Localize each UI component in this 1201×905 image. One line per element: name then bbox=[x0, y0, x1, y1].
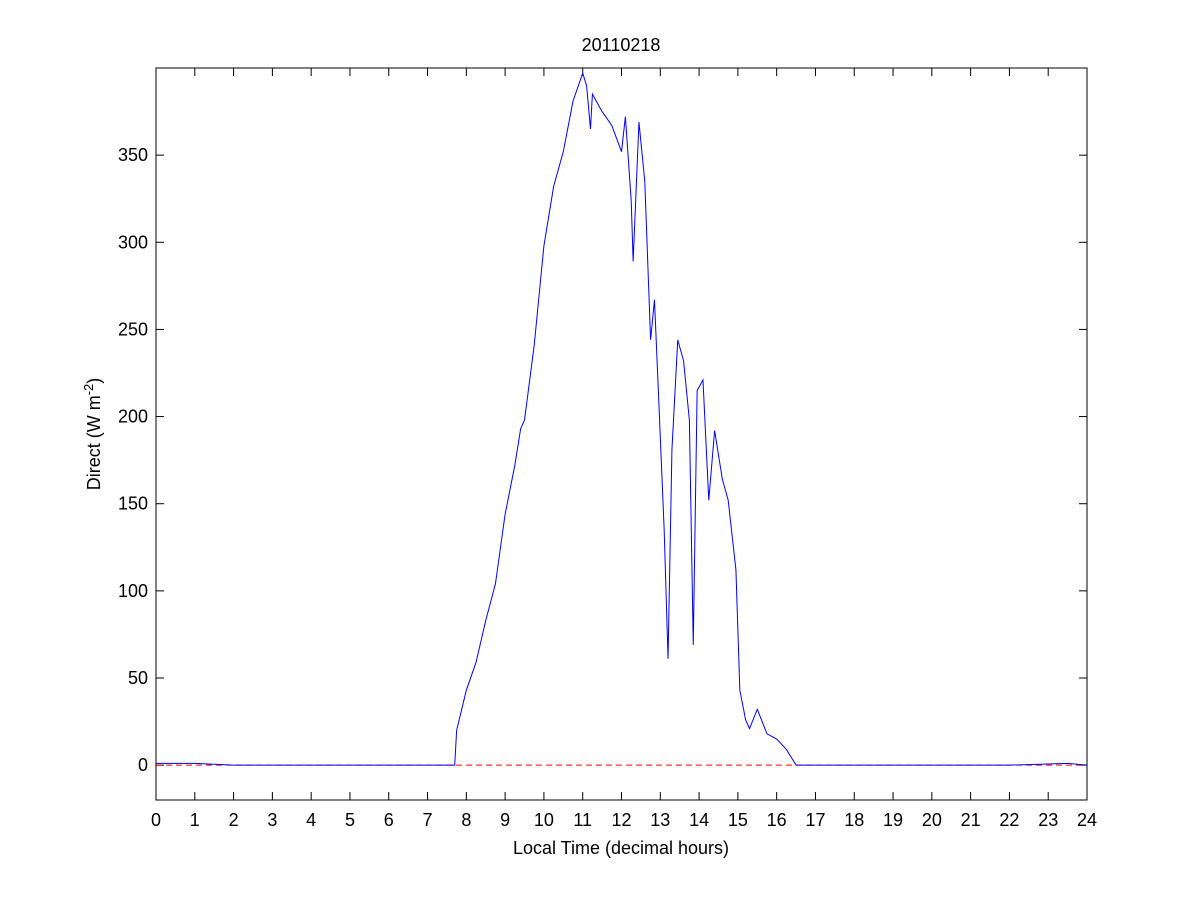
y-axis-label: Direct (W m-2) bbox=[81, 378, 104, 491]
y-tick-label: 100 bbox=[118, 581, 148, 601]
x-tick-label: 23 bbox=[1038, 810, 1058, 830]
y-tick-label: 50 bbox=[128, 668, 148, 688]
x-tick-label: 18 bbox=[844, 810, 864, 830]
x-tick-label: 12 bbox=[611, 810, 631, 830]
x-tick-label: 10 bbox=[534, 810, 554, 830]
axes-box bbox=[155, 67, 1088, 801]
x-tick-label: 2 bbox=[229, 810, 239, 830]
x-tick-label: 24 bbox=[1077, 810, 1097, 830]
x-tick-label: 7 bbox=[423, 810, 433, 830]
x-tick-label: 20 bbox=[922, 810, 942, 830]
chart-title: 20110218 bbox=[582, 35, 661, 55]
x-tick-label: 5 bbox=[345, 810, 355, 830]
x-tick-label: 0 bbox=[151, 810, 161, 830]
x-tick-label: 6 bbox=[384, 810, 394, 830]
x-tick-label: 19 bbox=[883, 810, 903, 830]
x-tick-label: 14 bbox=[689, 810, 709, 830]
y-tick-label: 150 bbox=[118, 494, 148, 514]
x-tick-label: 1 bbox=[190, 810, 200, 830]
x-tick-label: 9 bbox=[500, 810, 510, 830]
x-axis-label: Local Time (decimal hours) bbox=[513, 838, 729, 858]
y-label-end: ) bbox=[84, 378, 104, 384]
x-tick-label: 15 bbox=[728, 810, 748, 830]
x-tick-label: 4 bbox=[306, 810, 316, 830]
x-tick-label: 21 bbox=[961, 810, 981, 830]
x-tick-label: 17 bbox=[805, 810, 825, 830]
x-tick-label: 8 bbox=[461, 810, 471, 830]
x-tick-label: 13 bbox=[650, 810, 670, 830]
y-label-text: Direct (W m bbox=[84, 395, 104, 490]
y-tick-label: 350 bbox=[118, 145, 148, 165]
x-tick-label: 22 bbox=[999, 810, 1019, 830]
x-tick-label: 11 bbox=[573, 810, 592, 830]
y-tick-label: 250 bbox=[118, 319, 148, 339]
y-tick-label: 0 bbox=[138, 755, 148, 775]
x-tick-label: 16 bbox=[767, 810, 787, 830]
data-line bbox=[156, 71, 1088, 766]
y-label-sup: -2 bbox=[81, 384, 96, 396]
x-tick-label: 3 bbox=[267, 810, 277, 830]
y-tick-label: 200 bbox=[118, 407, 148, 427]
y-tick-label: 300 bbox=[118, 232, 148, 252]
